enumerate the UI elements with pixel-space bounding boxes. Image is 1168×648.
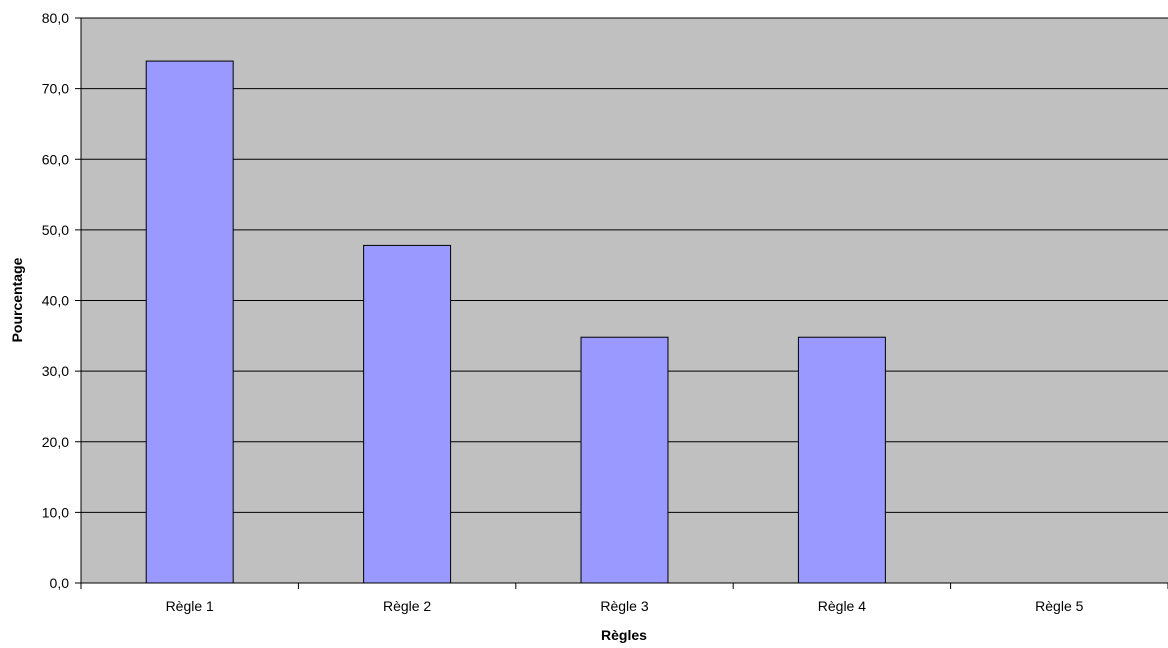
x-tick-label: Règle 3 bbox=[600, 598, 648, 614]
y-axis: 0,0 10,0 20,0 30,0 40,0 50,0 60,0 70,0 80,0 bbox=[42, 10, 82, 591]
y-tick-label: 20,0 bbox=[42, 434, 69, 450]
y-tick-label: 80,0 bbox=[42, 10, 69, 26]
bar bbox=[797, 336, 886, 584]
bars bbox=[145, 60, 886, 584]
y-tick-label: 60,0 bbox=[42, 151, 69, 167]
x-axis-title: Règles bbox=[601, 627, 647, 643]
y-tick-label: 30,0 bbox=[42, 363, 69, 379]
x-tick-label: Règle 1 bbox=[166, 598, 214, 614]
y-tick-label: 70,0 bbox=[42, 81, 69, 97]
x-tick-label: Règle 5 bbox=[1035, 598, 1083, 614]
y-tick-label: 0,0 bbox=[50, 575, 70, 591]
x-tick-label: Règle 2 bbox=[383, 598, 431, 614]
bar bbox=[580, 336, 669, 584]
bar bbox=[363, 244, 452, 584]
x-axis: Règle 1 Règle 2 Règle 3 Règle 4 Règle 5 bbox=[80, 582, 1168, 614]
y-tick-label: 50,0 bbox=[42, 222, 69, 238]
x-tick-label: Règle 4 bbox=[818, 598, 866, 614]
y-tick-label: 40,0 bbox=[42, 293, 69, 309]
y-tick-label: 10,0 bbox=[42, 504, 69, 520]
y-axis-title: Pourcentage bbox=[9, 257, 25, 342]
bar bbox=[145, 60, 234, 584]
